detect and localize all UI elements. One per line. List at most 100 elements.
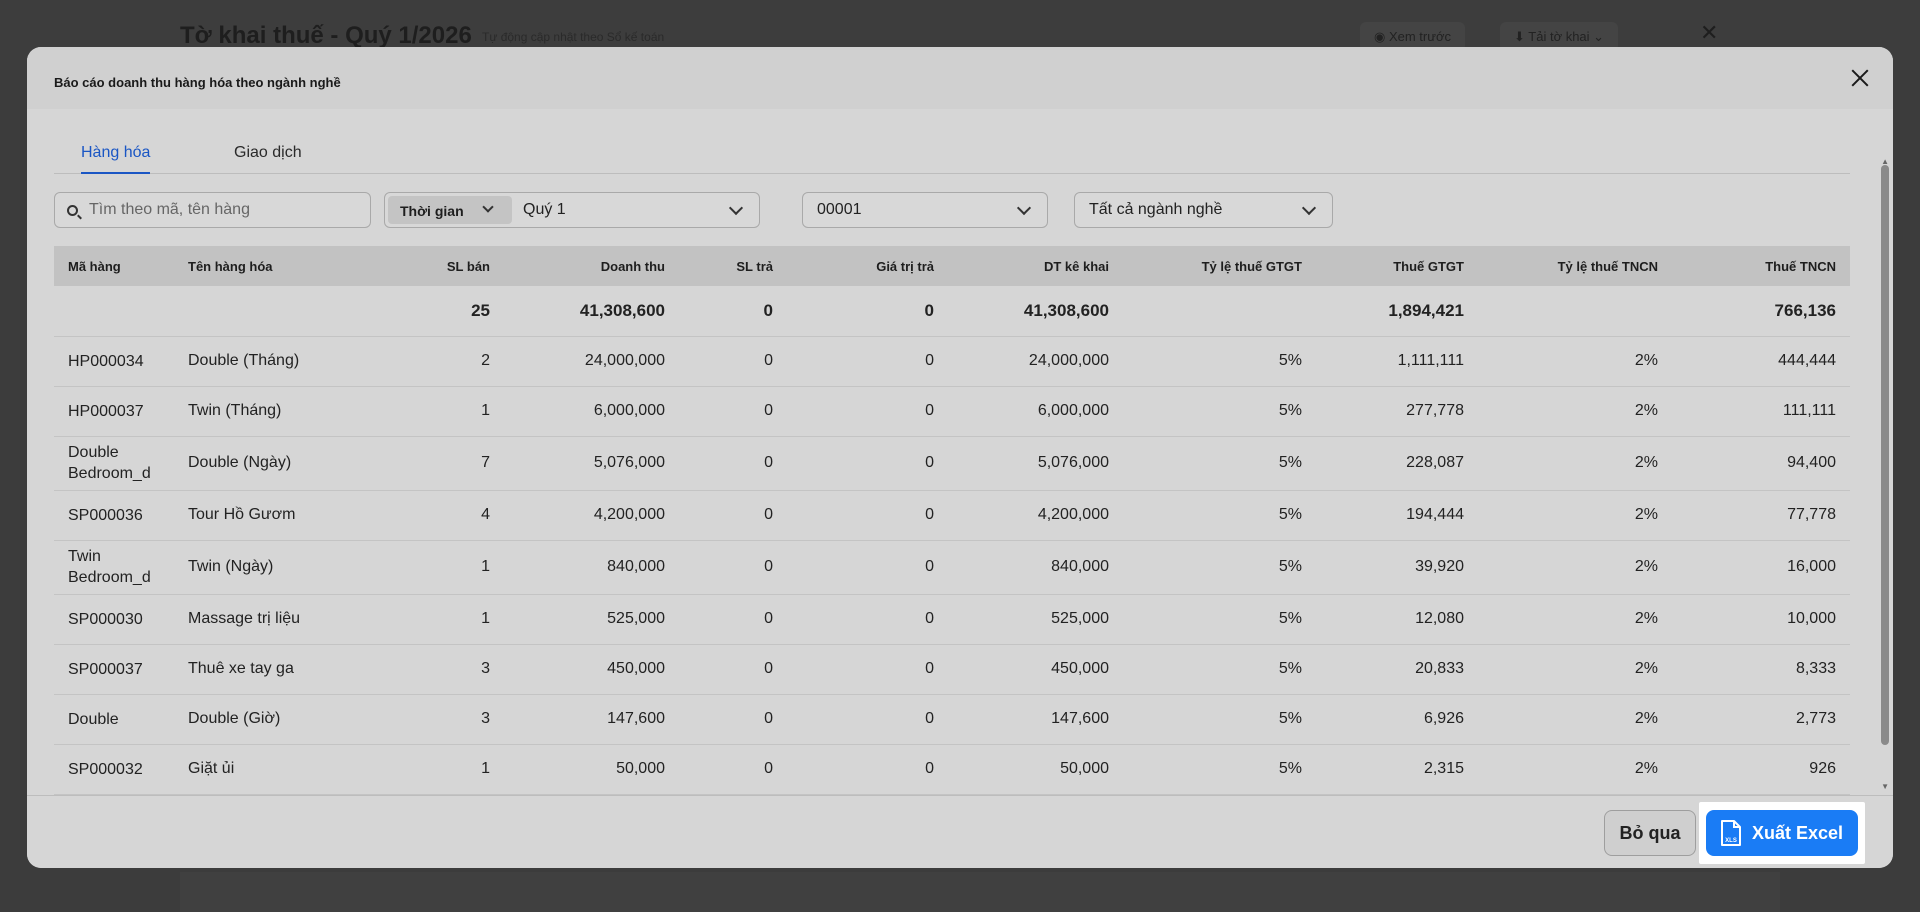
cell-vat-rate: 5% — [1123, 540, 1316, 595]
summary-cell — [1123, 286, 1316, 337]
header-return-value[interactable]: Giá trị trả — [876, 258, 934, 274]
cell-item-code: Double Bedroom_d — [54, 436, 174, 491]
header-item-name[interactable]: Tên hàng hóa — [188, 258, 273, 274]
cell-return-value: 0 — [787, 594, 948, 645]
header-item-code[interactable]: Mã hàng — [68, 258, 121, 274]
tab-bar: Hàng hóa Giao dịch — [54, 132, 1850, 174]
scrollbar-thumb[interactable] — [1881, 165, 1889, 745]
cell-revenue: 24,000,000 — [504, 336, 679, 387]
cell-declared-revenue: 450,000 — [948, 644, 1123, 695]
vertical-scrollbar[interactable] — [1881, 165, 1889, 745]
scroll-down-arrow-icon[interactable]: ▼ — [1881, 782, 1889, 791]
header-vat-rate[interactable]: Tỷ lệ thuế GTGT — [1201, 258, 1302, 274]
cell-vat-rate: 5% — [1123, 386, 1316, 437]
cell-vat: 20,833 — [1316, 644, 1478, 695]
table-body: 25 41,308,600 0 0 41,308,600 1,894,421 7… — [54, 286, 1850, 795]
cell-revenue: 840,000 — [504, 540, 679, 595]
summary-qty-sold: 25 — [374, 286, 504, 337]
cell-declared-revenue: 5,076,000 — [948, 436, 1123, 491]
header-qty-returned[interactable]: SL trả — [736, 258, 773, 274]
code-filter-select[interactable]: 00001 — [802, 192, 1048, 228]
cell-pit-rate: 2% — [1478, 386, 1672, 437]
cell-return-value: 0 — [787, 490, 948, 541]
cell-qty-returned: 0 — [679, 594, 787, 645]
table-row[interactable]: Double Bedroom_d Double (Ngày) 7 5,076,000 0… — [54, 436, 1850, 491]
cell-qty-returned: 0 — [679, 540, 787, 595]
cell-declared-revenue: 24,000,000 — [948, 336, 1123, 387]
table-row[interactable]: HP000034 Double (Tháng) 2 24,000,000 0 0 24,00… — [54, 336, 1850, 387]
header-pit[interactable]: Thuế TNCN — [1765, 258, 1836, 274]
background-download-label: Tải tờ khai — [1528, 29, 1590, 44]
cell-qty-sold: 7 — [374, 436, 504, 491]
summary-revenue: 41,308,600 — [504, 286, 679, 337]
cell-vat: 1,111,111 — [1316, 336, 1478, 387]
cell-vat-rate: 5% — [1123, 644, 1316, 695]
search-input[interactable] — [89, 193, 359, 227]
summary-vat: 1,894,421 — [1316, 286, 1478, 337]
cell-return-value: 0 — [787, 744, 948, 795]
cell-item-code: SP000036 — [54, 490, 174, 541]
table-row[interactable]: SP000032 Giặt ủi 1 50,000 0 0 50,000 5% 2,315 2% 9… — [54, 744, 1850, 795]
cell-vat-rate: 5% — [1123, 336, 1316, 387]
chevron-down-icon — [482, 201, 494, 213]
cell-pit-rate: 2% — [1478, 490, 1672, 541]
cell-item-code: Twin Bedroom_d — [54, 540, 174, 595]
time-filter-select[interactable]: Thời gian Quý 1 — [384, 192, 760, 228]
background-title: Tờ khai thuế - Quý 1/2026 — [180, 22, 472, 49]
cell-declared-revenue: 147,600 — [948, 694, 1123, 745]
cell-qty-returned: 0 — [679, 744, 787, 795]
skip-button[interactable]: Bỏ qua — [1604, 810, 1696, 856]
cell-item-name: Double (Tháng) — [174, 336, 374, 387]
time-value: Quý 1 — [523, 201, 566, 218]
cell-item-code: HP000034 — [54, 336, 174, 387]
summary-pit: 766,136 — [1672, 286, 1850, 337]
header-revenue[interactable]: Doanh thu — [600, 258, 665, 274]
tab-goods[interactable]: Hàng hóa — [81, 132, 151, 174]
export-excel-button[interactable]: XLS Xuất Excel — [1706, 810, 1858, 856]
header-pit-rate[interactable]: Tỷ lệ thuế TNCN — [1557, 258, 1658, 274]
cell-item-code: HP000037 — [54, 386, 174, 437]
table-row[interactable]: SP000036 Tour Hồ Gươm 4 4,200,000 0 0 4,200,00… — [54, 490, 1850, 541]
background-subtitle: Tự động cập nhật theo Sổ kế toán — [482, 30, 665, 44]
cell-item-name: Twin (Tháng) — [174, 386, 374, 437]
table-row[interactable]: HP000037 Twin (Tháng) 1 6,000,000 0 0 6,000,00… — [54, 386, 1850, 437]
cell-pit: 926 — [1672, 744, 1850, 795]
close-icon[interactable] — [1849, 67, 1871, 89]
cell-pit: 8,333 — [1672, 644, 1850, 695]
cell-item-name: Double (Ngày) — [174, 436, 374, 491]
revenue-table-container: Mã hàng Tên hàng hóa SL bán Doanh thu SL… — [54, 246, 1850, 795]
cell-declared-revenue: 6,000,000 — [948, 386, 1123, 437]
table-row[interactable]: Twin Bedroom_d Twin (Ngày) 1 840,000 0 0 840,0… — [54, 540, 1850, 595]
header-vat[interactable]: Thuế GTGT — [1393, 258, 1464, 274]
header-declared-revenue[interactable]: DT kê khai — [1043, 258, 1109, 274]
table-header-row: Mã hàng Tên hàng hóa SL bán Doanh thu SL… — [54, 246, 1850, 286]
time-type-label: Thời gian — [400, 203, 464, 219]
summary-qty-returned: 0 — [679, 286, 787, 337]
cell-vat-rate: 5% — [1123, 744, 1316, 795]
tab-transactions[interactable]: Giao dịch — [234, 144, 302, 161]
table-row[interactable]: SP000037 Thuê xe tay ga 3 450,000 0 0 450,000 5… — [54, 644, 1850, 695]
revenue-report-modal: Báo cáo doanh thu hàng hóa theo ngành ng… — [27, 47, 1893, 868]
summary-cell — [1478, 286, 1672, 337]
cell-declared-revenue: 50,000 — [948, 744, 1123, 795]
xls-icon-text: XLS — [1725, 838, 1737, 844]
cell-qty-returned: 0 — [679, 644, 787, 695]
summary-return-value: 0 — [787, 286, 948, 337]
code-value: 00001 — [817, 201, 862, 218]
cell-item-name: Massage trị liệu — [174, 594, 374, 645]
industry-filter-select[interactable]: Tất cả ngành nghề — [1074, 192, 1333, 228]
summary-declared-revenue: 41,308,600 — [948, 286, 1123, 337]
table-row[interactable]: SP000030 Massage trị liệu 1 525,000 0 0 525,00… — [54, 594, 1850, 645]
time-type-chip[interactable]: Thời gian — [388, 196, 512, 224]
cell-declared-revenue: 4,200,000 — [948, 490, 1123, 541]
cell-vat: 39,920 — [1316, 540, 1478, 595]
cell-qty-sold: 3 — [374, 644, 504, 695]
table-row[interactable]: Double Double (Giờ) 3 147,600 0 0 147,600 5% 6,9… — [54, 694, 1850, 745]
header-qty-sold[interactable]: SL bán — [446, 258, 490, 274]
cell-qty-returned: 0 — [679, 386, 787, 437]
scroll-up-arrow-icon[interactable]: ▲ — [1881, 157, 1889, 166]
excel-file-icon: XLS — [1721, 820, 1741, 846]
summary-cell — [54, 286, 174, 337]
cell-vat-rate: 5% — [1123, 436, 1316, 491]
cell-pit-rate: 2% — [1478, 694, 1672, 745]
